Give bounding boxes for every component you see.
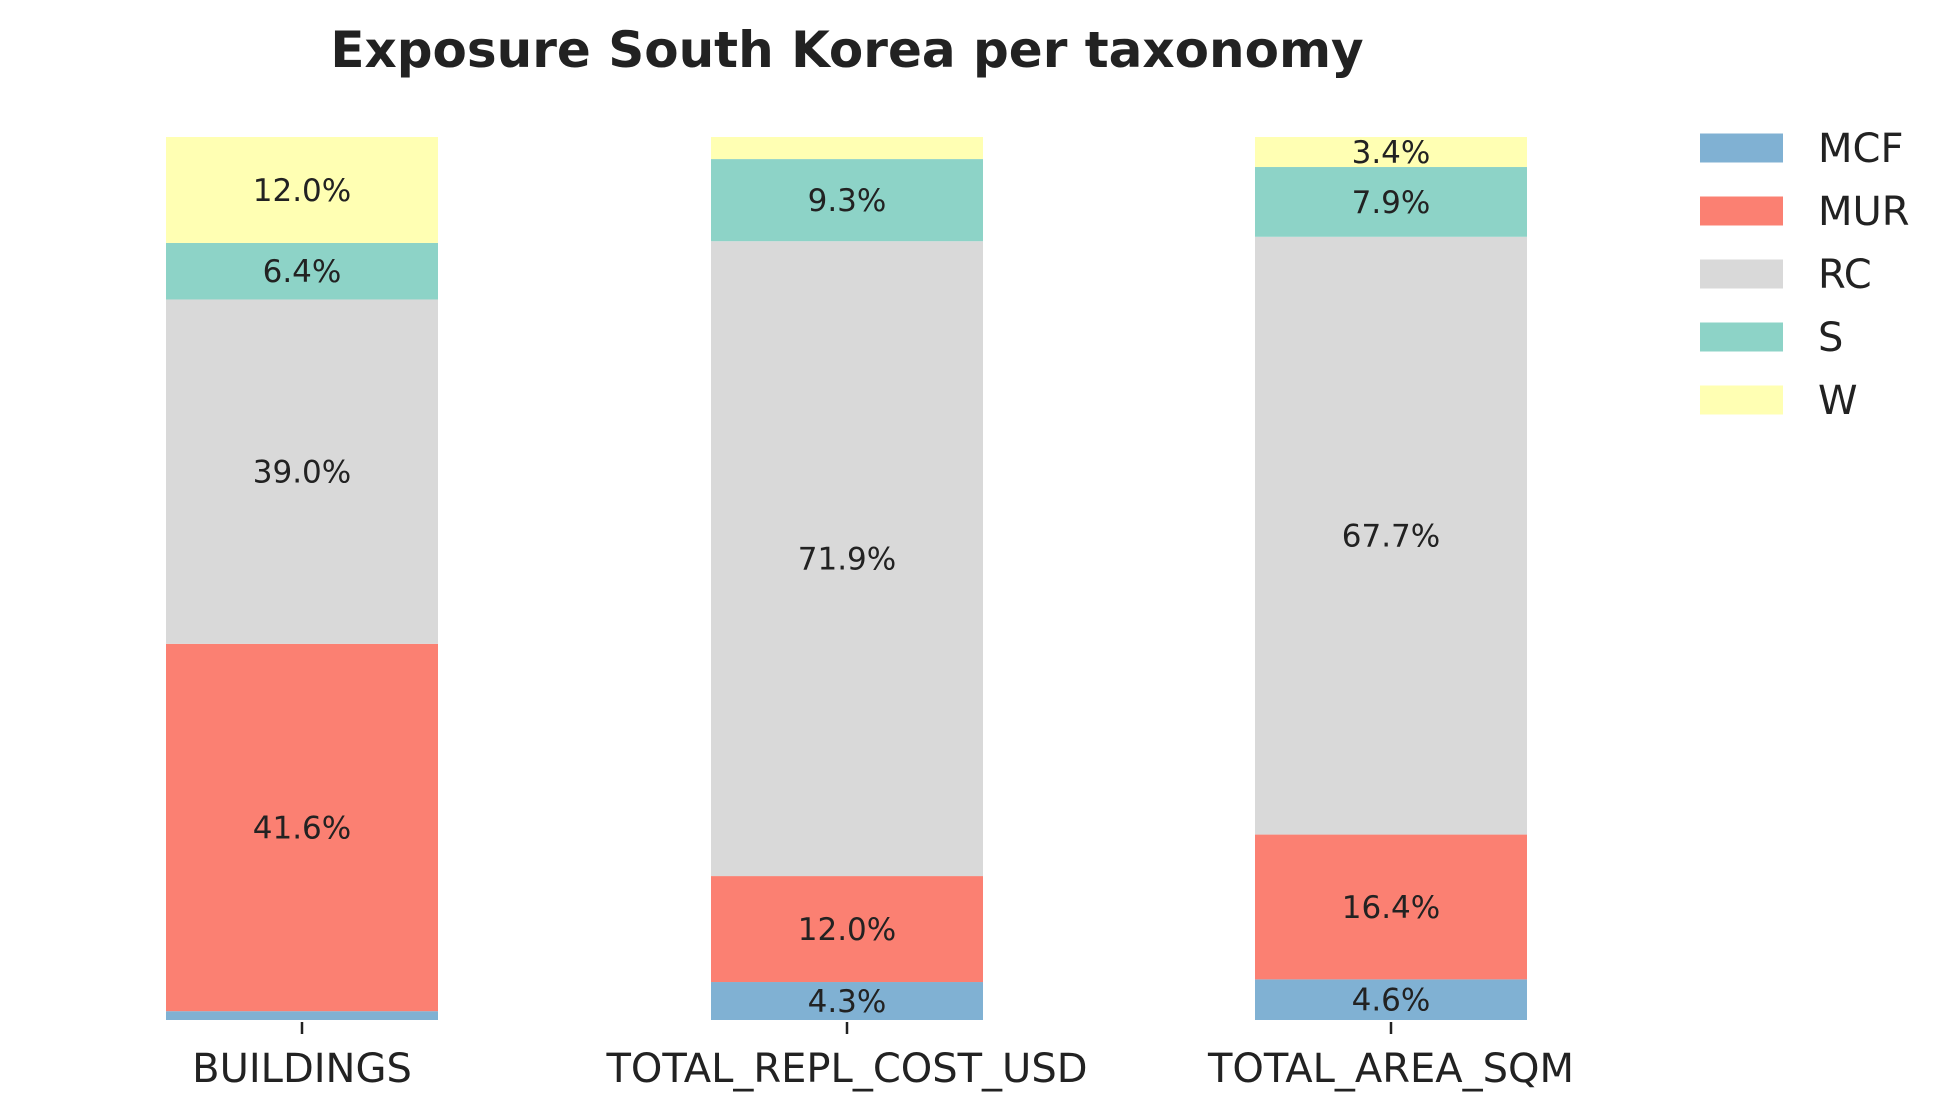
- bar-buildings-mur: [166, 643, 438, 1012]
- x-tick-label-buildings: BUILDINGS: [192, 1046, 412, 1092]
- legend-swatch-s: [1700, 322, 1783, 352]
- bar-buildings-rc: [166, 299, 438, 644]
- bar-total-area-sqm-s: [1255, 167, 1527, 237]
- data-label-total-area-sqm-rc: 67.7%: [1342, 519, 1440, 555]
- bar-buildings-mcf: [166, 1011, 438, 1020]
- data-label-buildings-mur: 41.6%: [253, 811, 351, 847]
- data-label-total-area-sqm-mcf: 4.6%: [1352, 983, 1431, 1019]
- data-label-total-repl-cost-usd-mcf: 4.3%: [808, 984, 887, 1020]
- data-label-total-area-sqm-mur: 16.4%: [1342, 890, 1440, 926]
- bar-total-repl-cost-usd-mcf: [711, 982, 983, 1020]
- bar-total-repl-cost-usd-s: [711, 159, 983, 242]
- x-axis: BUILDINGS TOTAL_REPL_COST_USD TOTAL_AREA_S…: [192, 1022, 1574, 1092]
- x-tick-label-total-area-sqm: TOTAL_AREA_SQM: [1207, 1046, 1574, 1092]
- bar-buildings-s: [166, 242, 438, 300]
- x-tick-label-total-repl-cost-usd: TOTAL_REPL_COST_USD: [605, 1046, 1087, 1092]
- chart-title: Exposure South Korea per taxonomy: [330, 21, 1363, 79]
- legend-swatch-mcf: [1700, 133, 1783, 163]
- bar-total-area-sqm-mur: [1255, 834, 1527, 980]
- legend-swatch-mur: [1700, 196, 1783, 226]
- bar-total-repl-cost-usd-rc: [711, 241, 983, 877]
- legend-label-mcf: MCF: [1818, 126, 1903, 172]
- data-label-total-area-sqm-s: 7.9%: [1352, 185, 1431, 221]
- bar-total-area-sqm-rc: [1255, 236, 1527, 835]
- data-label-buildings-s: 6.4%: [263, 254, 342, 290]
- legend: MCF MUR RC SW: [1700, 126, 1910, 424]
- data-label-buildings-rc: 39.0%: [253, 455, 351, 491]
- bar-total-area-sqm-mcf: [1255, 979, 1527, 1020]
- legend-label-w: W: [1818, 378, 1858, 424]
- data-label-total-repl-cost-usd-rc: 71.9%: [798, 542, 896, 578]
- data-label-total-repl-cost-usd-s: 9.3%: [808, 183, 887, 219]
- bar-total-repl-cost-usd-mur: [711, 876, 983, 983]
- legend-label-rc: RC: [1818, 252, 1872, 298]
- data-label-total-area-sqm-w: 3.4%: [1352, 135, 1431, 171]
- bars-group: 41.6% 39.0% 6.4% 12.0% 4.3% 12.0% 71.9% 9.3% 4.6…: [166, 135, 1527, 1020]
- legend-label-s: S: [1818, 315, 1843, 361]
- data-label-total-repl-cost-usd-mur: 12.0%: [798, 912, 896, 948]
- bar-total-repl-cost-usd-w: [711, 137, 983, 160]
- bar-total-area-sqm-w: [1255, 137, 1527, 168]
- legend-swatch-rc: [1700, 259, 1783, 289]
- data-label-buildings-w: 12.0%: [253, 173, 351, 209]
- bar-buildings-w: [166, 137, 438, 243]
- legend-swatch-w: [1700, 385, 1783, 415]
- legend-label-mur: MUR: [1818, 189, 1910, 235]
